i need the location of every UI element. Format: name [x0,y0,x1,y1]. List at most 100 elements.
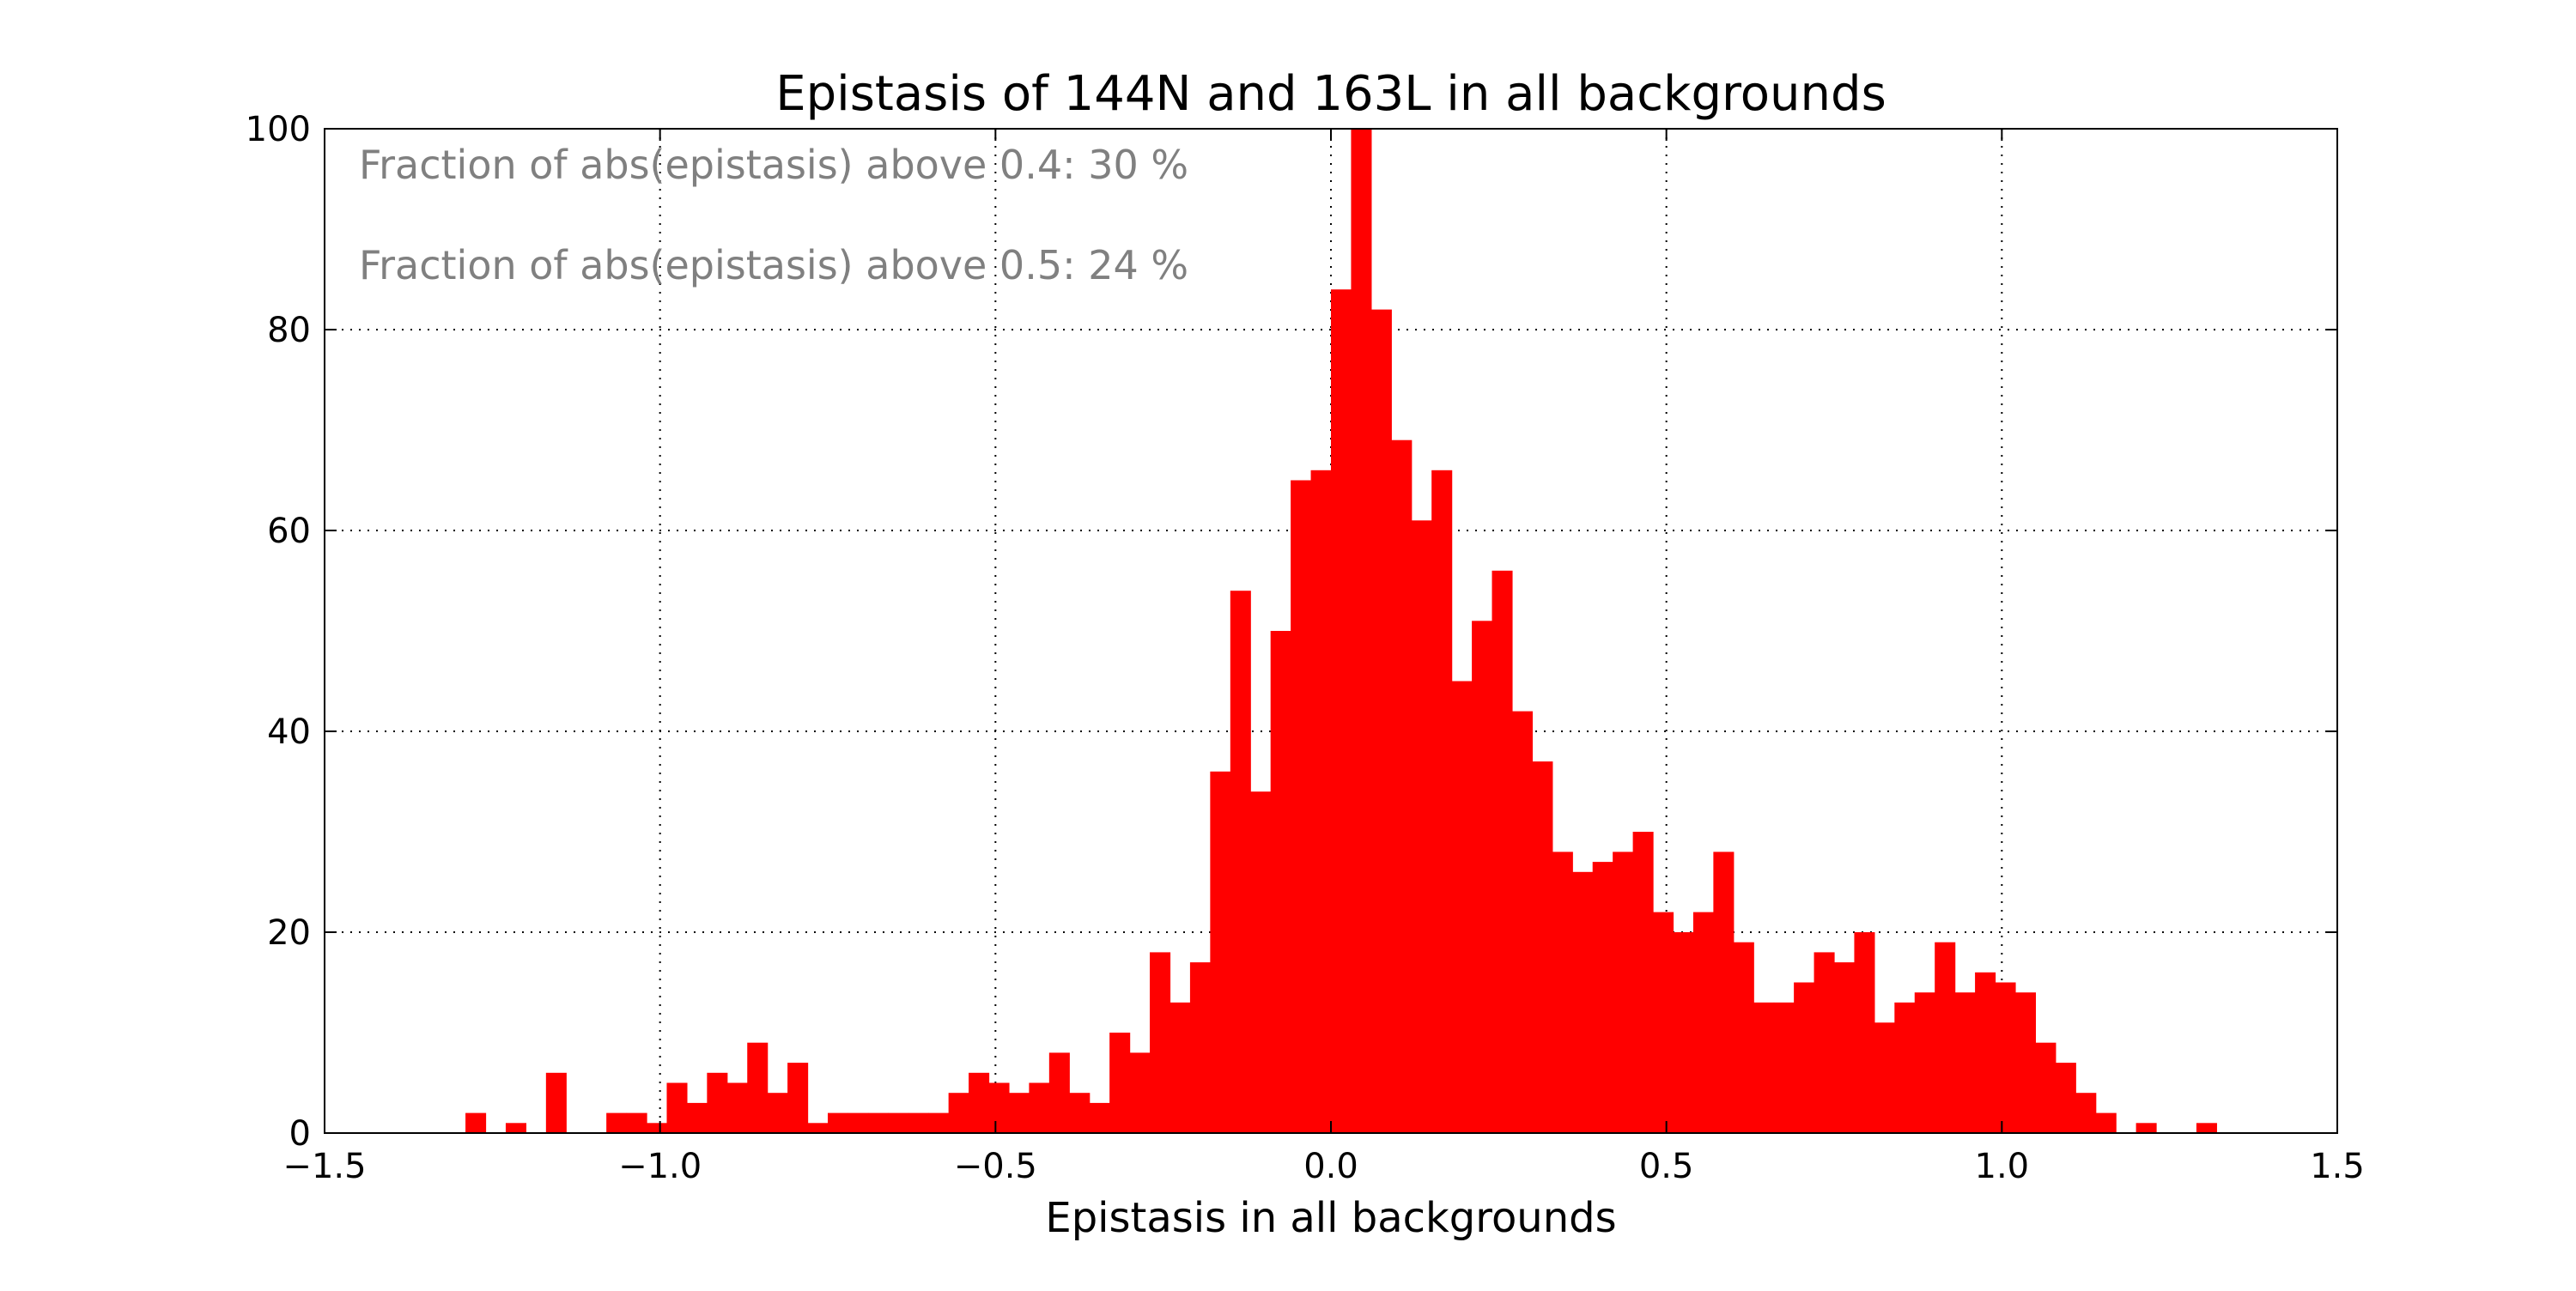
histogram-bar [1733,942,1754,1133]
histogram-bar [1713,852,1735,1133]
histogram-bar [1854,932,1875,1133]
chart-title: Epistasis of 144N and 163L in all backgr… [775,66,1886,122]
histogram-bar [747,1042,769,1133]
histogram-bar [969,1072,990,1133]
histogram-bar [2055,1063,2076,1133]
histogram-bar [948,1093,969,1133]
histogram-bar [2095,1112,2117,1133]
histogram-bar [1995,982,2016,1133]
histogram-bar [988,1082,1010,1133]
histogram-bar [1673,932,1694,1133]
histogram-bar [1170,1002,1191,1133]
histogram-bar [1773,1002,1795,1133]
annotation-text: Fraction of abs(epistasis) above 0.4: 30… [359,142,1188,188]
histogram-bar [1089,1102,1110,1133]
grid-lines [325,129,2337,1133]
histogram-bar [465,1112,487,1133]
histogram-bar [867,1112,889,1133]
histogram-bar [1210,771,1231,1133]
histogram-bar [2035,1042,2057,1133]
histogram-bar [1008,1093,1030,1133]
histogram-bar [545,1072,567,1133]
y-tick-label: 100 [246,110,311,149]
histogram-bar [908,1112,929,1133]
annotation-text: Fraction of abs(epistasis) above 0.5: 24… [359,242,1188,288]
axis-ticks: −1.5 −1.0 −0.5 0.0 0.5 1.0 1.5 0 20 40 60 80 100 [246,110,2365,1186]
y-tick-label: 40 [267,712,311,752]
x-tick-label: 0.5 [1639,1147,1694,1186]
histogram-bar [1370,309,1392,1134]
x-tick-label: −1.5 [283,1147,366,1186]
histogram-bar [1431,470,1453,1133]
histogram-bar [1451,681,1473,1133]
x-tick-label: 1.0 [1975,1147,2030,1186]
histogram-bar [1310,470,1332,1133]
annotations: Fraction of abs(epistasis) above 0.4: 30… [359,142,1188,288]
histogram-bar [1029,1082,1050,1133]
histogram-bar [807,1123,829,1133]
x-tick-label: 1.5 [2310,1147,2365,1186]
histogram-bar [928,1112,950,1133]
histogram-bar [1351,129,1372,1133]
histogram-bar [1472,621,1493,1133]
histogram-bar [888,1112,909,1133]
histogram-bar [626,1112,647,1133]
x-tick-label: 0.0 [1303,1147,1358,1186]
histogram-bar [686,1102,708,1133]
histogram-bar [1935,942,1956,1133]
histogram-bar [1834,962,1856,1133]
histogram-bar [2136,1123,2157,1133]
histogram-bar [1511,711,1533,1133]
histogram-bar [1894,1002,1916,1133]
histogram-bars [465,129,2217,1134]
y-tick-label: 0 [289,1114,311,1154]
histogram-bar [707,1072,728,1133]
histogram-bar [1391,439,1413,1133]
x-tick-label: −0.5 [954,1147,1037,1186]
histogram-bar [1653,912,1674,1133]
histogram-bar [1954,992,1976,1133]
histogram-bar [767,1093,788,1133]
histogram-bar [787,1063,809,1133]
histogram-bar [1291,480,1312,1133]
histogram-bar [1753,1002,1775,1133]
histogram-bar [1331,289,1352,1133]
y-tick-label: 20 [267,913,311,953]
x-tick-label: −1.0 [618,1147,702,1186]
histogram-bar [1250,791,1272,1133]
histogram-bar [1129,1052,1151,1133]
histogram-bar [1109,1033,1131,1133]
histogram-bar [1552,852,1573,1133]
histogram-bar [1270,631,1291,1133]
histogram-bar [1975,972,1996,1133]
histogram-bar [606,1112,628,1133]
x-axis-label: Epistasis in all backgrounds [1045,1194,1616,1242]
histogram-bar [828,1112,849,1133]
histogram-bar [1592,862,1613,1133]
histogram-bar [1572,871,1594,1133]
histogram-bar [1230,591,1251,1133]
histogram-bar [848,1112,869,1133]
histogram-bar [1189,962,1211,1133]
histogram-bar [726,1082,748,1133]
histogram-bar [1914,992,1935,1133]
histogram-bar [1794,982,1815,1133]
histogram-bar [1874,1022,1895,1133]
histogram-bar [1048,1052,1070,1133]
histogram-bar [1532,761,1553,1133]
histogram-bar [2196,1123,2217,1133]
histogram-bar [647,1123,668,1133]
histogram-bar [1069,1093,1091,1133]
histogram-bar [505,1123,526,1133]
histogram-bar [1150,952,1171,1133]
histogram-bar [1411,520,1432,1133]
histogram-bar [1613,852,1634,1133]
histogram-bar [2075,1093,2097,1133]
histogram-bar [1632,832,1654,1133]
histogram-bar [1814,952,1835,1133]
histogram-bar [2014,992,2036,1133]
histogram-bar [1492,570,1513,1133]
y-tick-label: 80 [267,311,311,350]
